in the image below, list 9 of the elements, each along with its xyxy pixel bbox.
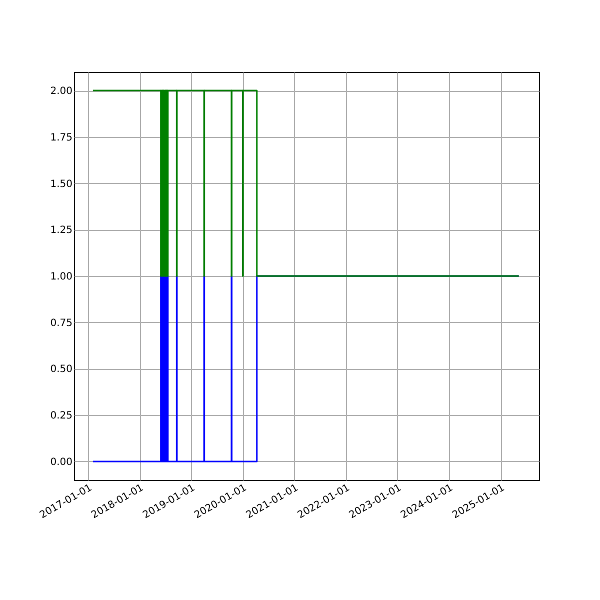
y-tick-label: 0.25 <box>50 410 72 422</box>
y-tick-label: 1.50 <box>50 178 72 190</box>
y-tick-label: 1.75 <box>50 132 72 144</box>
y-tick-label: 0.75 <box>50 318 72 329</box>
y-tick-label: 2.00 <box>50 86 72 98</box>
y-tick-label: 1.00 <box>50 272 72 282</box>
y-tick-label: 0.50 <box>50 364 72 376</box>
y-tick-label: 1.25 <box>50 225 72 236</box>
y-tick-label: 0.00 <box>50 456 72 468</box>
